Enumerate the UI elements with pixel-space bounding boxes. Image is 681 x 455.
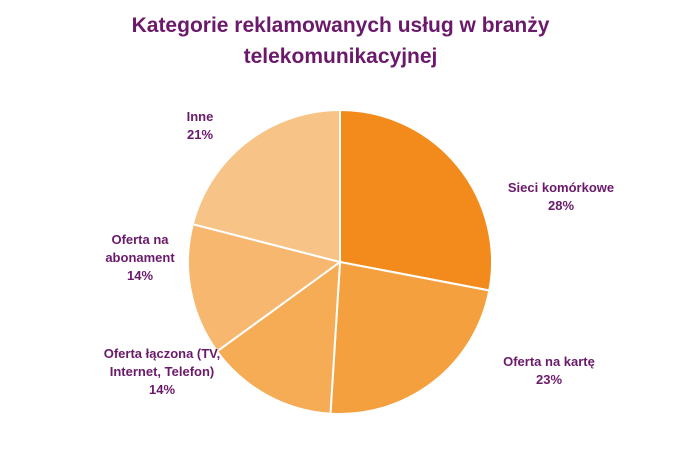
slice-category-label: Oferta łączona (TV, xyxy=(104,346,221,361)
chart-title-line-2: telekomunikacyjnej xyxy=(243,45,438,68)
slice-category-label: Sieci komórkowe xyxy=(508,180,614,195)
pie-slice-1 xyxy=(329,260,491,415)
pie-slice-3 xyxy=(187,222,343,353)
slice-category-label: Inne xyxy=(187,109,214,124)
slice-label-3: Oferta na abonament 14% xyxy=(105,232,175,283)
slice-category-label: Oferta na xyxy=(111,232,169,247)
pie-slice-4 xyxy=(191,108,341,264)
slice-percent-label: 23% xyxy=(536,372,562,387)
slice-label-4: Inne 21% xyxy=(187,109,214,142)
slice-category-label: Internet, Telefon) xyxy=(110,364,214,379)
slice-label-0: Sieci komórkowe 28% xyxy=(508,180,614,213)
pie-slice-0 xyxy=(339,108,493,292)
slice-percent-label: 21% xyxy=(187,127,213,142)
slice-category-label: abonament xyxy=(105,250,175,265)
slice-percent-label: 28% xyxy=(548,198,574,213)
chart-title-line-1: Kategorie reklamowanych usług w branży xyxy=(131,14,550,37)
slice-percent-label: 14% xyxy=(127,268,153,283)
pie-slice-2 xyxy=(215,259,342,415)
chart-title: Kategorie reklamowanych usług w branży t… xyxy=(0,10,681,72)
slice-percent-label: 14% xyxy=(149,382,175,397)
slice-category-label: Oferta na kartę xyxy=(503,354,595,369)
slice-label-1: Oferta na kartę 23% xyxy=(503,354,595,387)
slice-label-2: Oferta łączona (TV, Internet, Telefon) 14% xyxy=(104,346,221,397)
